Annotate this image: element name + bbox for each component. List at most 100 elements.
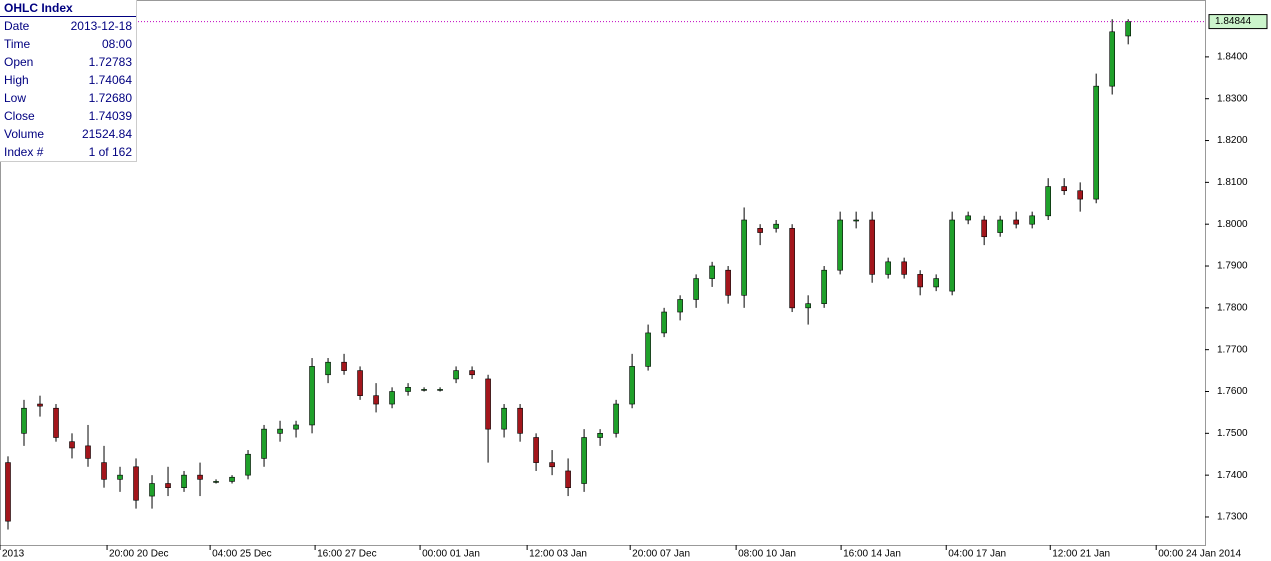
y-tick-label: 1.8100 — [1217, 177, 1248, 188]
y-tick-label: 1.7400 — [1217, 470, 1248, 481]
info-label: Low — [4, 91, 27, 105]
candle-body — [133, 466, 139, 501]
y-tick-label: 1.7500 — [1217, 428, 1248, 439]
candle-body — [997, 219, 1003, 233]
candle-body — [373, 395, 379, 405]
candle-body — [501, 407, 507, 430]
candle-body — [709, 265, 715, 279]
candle-body — [981, 219, 987, 238]
candle-body — [597, 433, 603, 438]
candle-body — [469, 370, 475, 376]
info-label: Date — [4, 19, 30, 33]
candle-body — [85, 445, 91, 459]
y-tick-label: 1.7700 — [1217, 344, 1248, 355]
y-tick-label: 1.8300 — [1217, 93, 1248, 104]
info-row: High 1.74064 — [0, 71, 136, 89]
y-tick-label: 1.7800 — [1217, 302, 1248, 313]
candle-body — [1125, 21, 1131, 37]
candle-body — [389, 391, 395, 405]
candle-body — [197, 474, 203, 480]
candle-body — [149, 483, 155, 497]
candle-body — [549, 462, 555, 468]
info-label: Close — [4, 109, 35, 123]
candle-body — [789, 228, 795, 309]
candle-body — [1093, 85, 1099, 200]
candle-body — [277, 428, 283, 434]
candle-body — [261, 428, 267, 459]
candle-body — [965, 215, 971, 221]
candle-body — [245, 453, 251, 476]
candle-body — [853, 219, 859, 222]
candle-body — [453, 370, 459, 380]
candle-body — [693, 278, 699, 300]
x-tick-label: 08:00 10 Jan — [738, 549, 796, 560]
info-label: Open — [4, 55, 34, 69]
info-value: 1.72680 — [88, 91, 132, 105]
info-value: 1 of 162 — [88, 145, 132, 159]
info-row: Close 1.74039 — [0, 107, 136, 125]
candle-body — [37, 403, 43, 407]
info-label: Index # — [4, 145, 44, 159]
info-value: 1.74064 — [88, 73, 132, 87]
info-box: OHLC Index Date 2013-12-18 Time 08:00 Open 1.… — [0, 0, 137, 162]
info-label: Volume — [4, 127, 45, 141]
candle-body — [885, 261, 891, 275]
y-tick-label: 1.8200 — [1217, 135, 1248, 146]
candle-body — [117, 474, 123, 480]
candle-body — [837, 219, 843, 271]
candle-body — [357, 370, 363, 396]
info-title: OHLC Index — [0, 0, 136, 17]
info-row: Time 08:00 — [0, 35, 136, 53]
candle-body — [1109, 31, 1115, 87]
info-row: Date 2013-12-18 — [0, 17, 136, 35]
info-value: 08:00 — [101, 37, 132, 51]
info-value: 21524.84 — [81, 127, 132, 141]
candle-body — [213, 481, 219, 483]
candle-body — [565, 470, 571, 488]
candle-body — [757, 228, 763, 233]
candle-body — [405, 387, 411, 392]
candle-body — [1061, 186, 1067, 192]
plot-area — [0, 0, 1206, 546]
candle-body — [421, 389, 427, 391]
x-tick-label: 20:00 07 Jan — [632, 549, 690, 560]
info-row: Volume 21524.84 — [0, 125, 136, 143]
x-tick-label: 2013 — [2, 549, 25, 560]
x-tick-label: 16:00 14 Jan — [843, 549, 901, 560]
candle-body — [229, 476, 235, 482]
x-tick-label: 12:00 21 Jan — [1052, 549, 1110, 560]
candle-body — [517, 407, 523, 434]
candle-body — [645, 332, 651, 367]
candle-body — [805, 303, 811, 309]
x-tick-label: 04:00 17 Jan — [948, 549, 1006, 560]
candle-body — [677, 299, 683, 313]
y-tick-label: 1.7900 — [1217, 261, 1248, 272]
candle-body — [165, 483, 171, 488]
candle-body — [5, 462, 11, 522]
candle-body — [821, 269, 827, 304]
x-tick-label: 20:00 20 Dec — [109, 549, 169, 560]
candle-body — [485, 378, 491, 430]
candle-body — [773, 223, 779, 229]
y-tick-label: 1.7600 — [1217, 386, 1248, 397]
info-value: 1.74039 — [88, 109, 132, 123]
candle-body — [69, 441, 75, 449]
candle-body — [869, 219, 875, 275]
candle-body — [725, 269, 731, 296]
candle-body — [1045, 186, 1051, 217]
candle-body — [53, 407, 59, 438]
candle-body — [629, 366, 635, 405]
info-label: High — [4, 73, 29, 87]
info-value: 2013-12-18 — [70, 19, 132, 33]
candle-body — [181, 474, 187, 488]
candle-body — [437, 389, 443, 391]
info-value: 1.72783 — [88, 55, 132, 69]
x-tick-label: 00:00 01 Jan — [422, 549, 480, 560]
candle-body — [917, 274, 923, 288]
x-tick-label: 12:00 03 Jan — [529, 549, 587, 560]
candle-body — [1029, 215, 1035, 225]
candle-body — [901, 261, 907, 275]
info-row: Low 1.72680 — [0, 89, 136, 107]
candle-body — [309, 366, 315, 426]
y-tick-label: 1.8000 — [1217, 219, 1248, 230]
